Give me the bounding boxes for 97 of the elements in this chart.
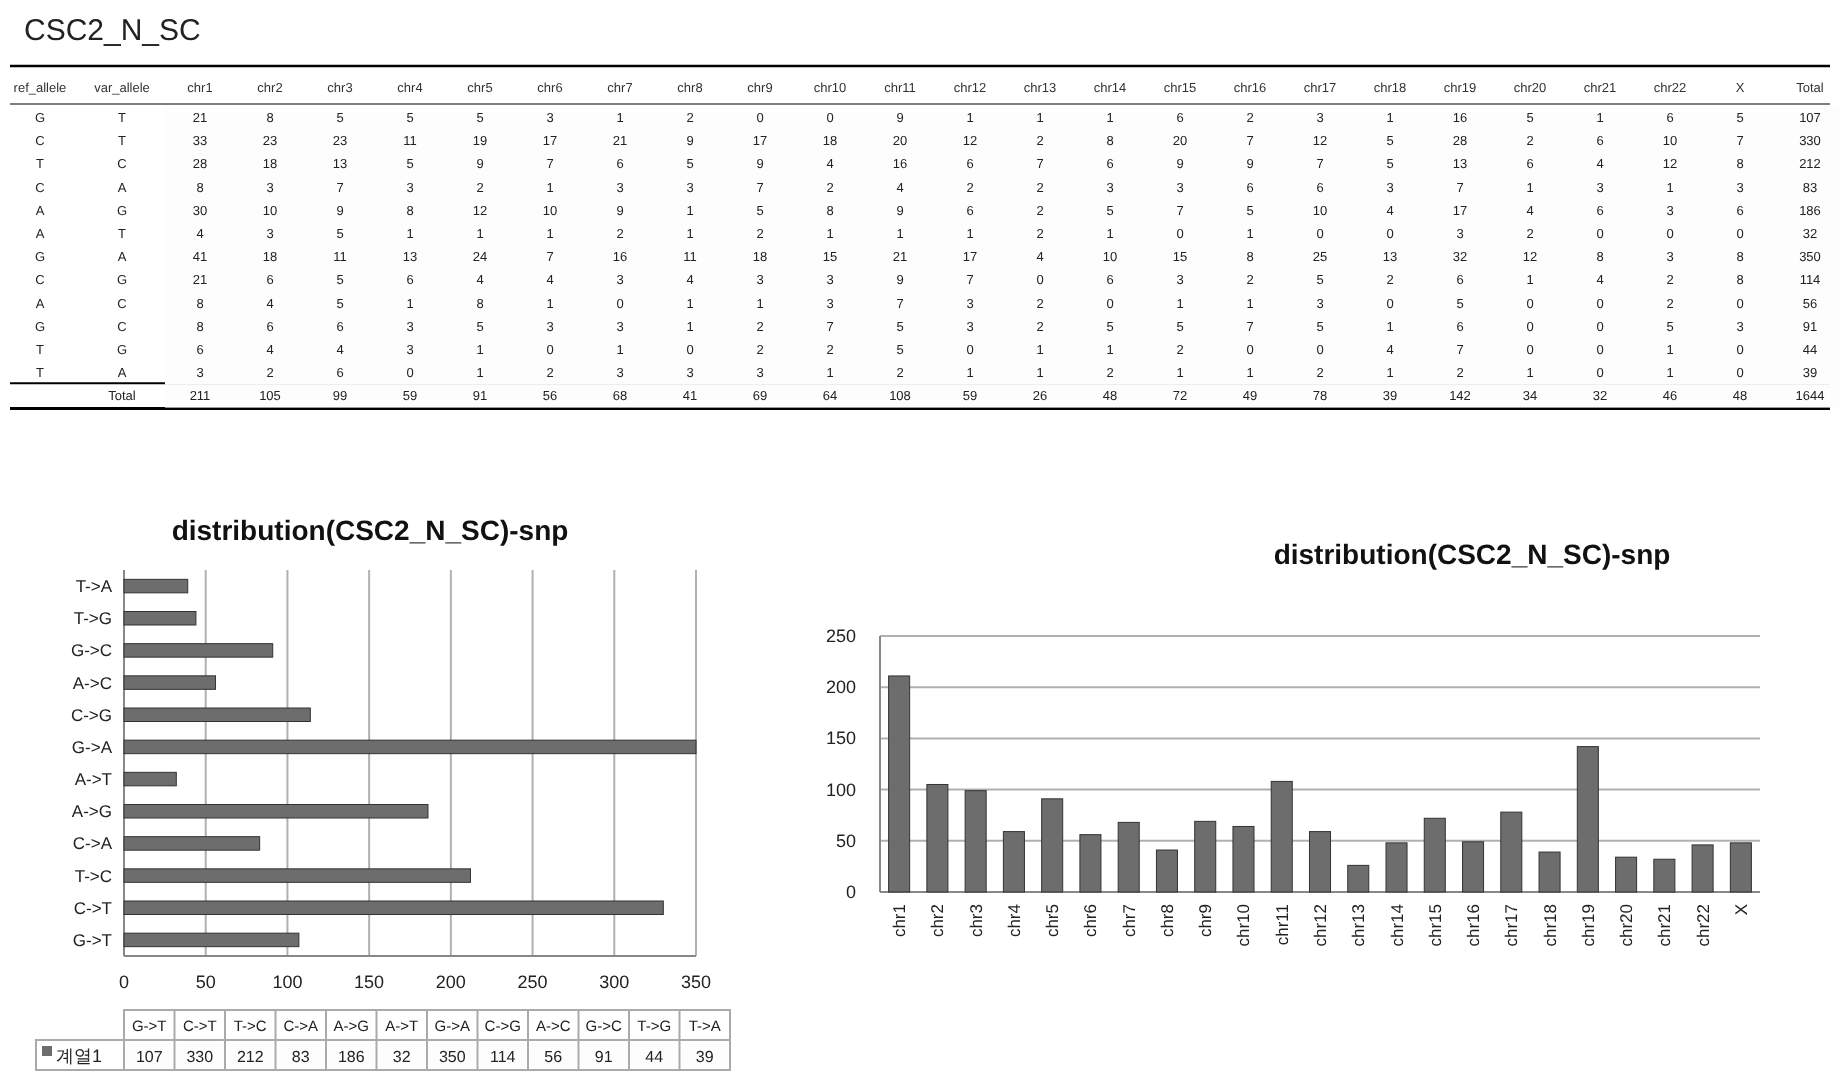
bar (123, 610, 197, 626)
y-tick-label: 150 (825, 728, 856, 749)
x-tick-label: chr18 (1539, 903, 1560, 947)
x-tick-label: chr17 (1501, 903, 1522, 947)
x-tick-label: chr1 (889, 903, 910, 938)
y-tick-label: A->C (72, 672, 112, 693)
bar (123, 771, 177, 787)
x-tick-label: chr8 (1156, 903, 1177, 938)
chart-title: distribution(CSC2_N_SC)-snp (1273, 538, 1671, 570)
bar (123, 836, 261, 851)
y-tick-label: 100 (825, 779, 856, 800)
data-label: 212 (236, 1048, 265, 1066)
data-label: 32 (392, 1048, 412, 1066)
x-tick-label: chr14 (1386, 903, 1407, 947)
bar (1308, 831, 1332, 893)
bar (1079, 834, 1102, 893)
x-tick-label: chr19 (1577, 903, 1598, 947)
data-label: 83 (291, 1048, 311, 1066)
x-tick-label: chr4 (1003, 903, 1024, 938)
bar (123, 643, 274, 658)
x-tick-label: X (1730, 903, 1751, 916)
bar (123, 578, 189, 594)
chart-title: CSC2_N_SC (24, 14, 202, 48)
data-label: 39 (695, 1048, 715, 1066)
x-tick-label: chr11 (1271, 903, 1292, 946)
bar (926, 783, 949, 893)
bar (123, 707, 311, 722)
y-tick-label: T->G (73, 608, 112, 629)
x-tick-label: chr21 (1654, 903, 1675, 947)
bar (1385, 842, 1408, 893)
bar (1576, 746, 1599, 893)
y-tick-label: T->A (75, 576, 113, 597)
x-tick-label: chr3 (965, 903, 986, 938)
y-tick-label: 0 (845, 882, 856, 902)
bar (888, 675, 911, 893)
data-label: 114 (489, 1048, 517, 1066)
y-tick-label: A->T (74, 769, 112, 790)
bar (1270, 780, 1293, 893)
bar (1194, 820, 1217, 893)
y-tick-label: C->A (72, 833, 113, 854)
bar (1538, 851, 1561, 893)
data-label: 186 (337, 1048, 366, 1066)
data-label: 44 (645, 1048, 665, 1066)
data-label: 107 (135, 1048, 164, 1066)
x-tick-label: 350 (680, 972, 712, 992)
y-tick-label: G->C (70, 640, 112, 661)
bar (123, 803, 429, 819)
bar (1653, 858, 1676, 893)
x-tick-label: 100 (272, 972, 303, 992)
y-tick-label: 계열1 (56, 1046, 103, 1066)
x-tick-label: 150 (354, 972, 385, 992)
y-tick-label: G->A (71, 736, 113, 757)
bar (123, 675, 217, 690)
bar (964, 790, 987, 893)
data-label: 350 (438, 1048, 467, 1066)
x-tick-label: 200 (435, 972, 466, 992)
y-tick-label: 50 (835, 830, 856, 851)
x-tick-label: chr10 (1233, 903, 1254, 947)
bar (1155, 849, 1178, 893)
y-tick-label: T->C (74, 865, 112, 886)
x-tick-label: chr6 (1080, 903, 1101, 938)
x-tick-label: 250 (517, 972, 548, 992)
x-tick-label: chr15 (1424, 903, 1445, 947)
x-tick-label: chr20 (1616, 903, 1637, 947)
bar (1041, 798, 1064, 893)
bar (123, 900, 664, 915)
bar (123, 868, 471, 883)
x-tick-label: chr9 (1195, 903, 1216, 938)
data-label: 330 (186, 1048, 215, 1066)
data-label: 56 (544, 1048, 564, 1066)
bar (1729, 842, 1752, 893)
x-tick-label: chr16 (1463, 903, 1484, 947)
x-tick-label: chr5 (1042, 903, 1063, 938)
x-tick-label: 50 (195, 972, 216, 992)
bar (1691, 844, 1714, 893)
x-tick-label: chr22 (1692, 903, 1713, 947)
bar (1002, 831, 1025, 893)
chart-title: distribution(CSC2_N_SC)-snp (171, 514, 569, 546)
bar (1347, 864, 1370, 893)
x-tick-label: chr7 (1118, 903, 1139, 938)
bar (1615, 856, 1638, 893)
bar (123, 739, 697, 755)
y-tick-label: A->G (71, 801, 112, 822)
bar (123, 932, 300, 948)
x-tick-label: chr13 (1348, 903, 1369, 947)
bar (1117, 821, 1140, 893)
bar (1500, 811, 1523, 893)
x-tick-label: 300 (599, 972, 630, 992)
bar (1423, 817, 1446, 893)
y-tick-label: C->G (70, 704, 112, 725)
bar (1462, 841, 1485, 893)
data-label: 91 (594, 1048, 614, 1066)
y-tick-label: 200 (825, 677, 856, 698)
x-tick-label: chr2 (927, 903, 948, 938)
y-tick-label: 250 (825, 626, 856, 646)
bar (1232, 825, 1255, 893)
x-tick-label: chr12 (1310, 903, 1330, 947)
